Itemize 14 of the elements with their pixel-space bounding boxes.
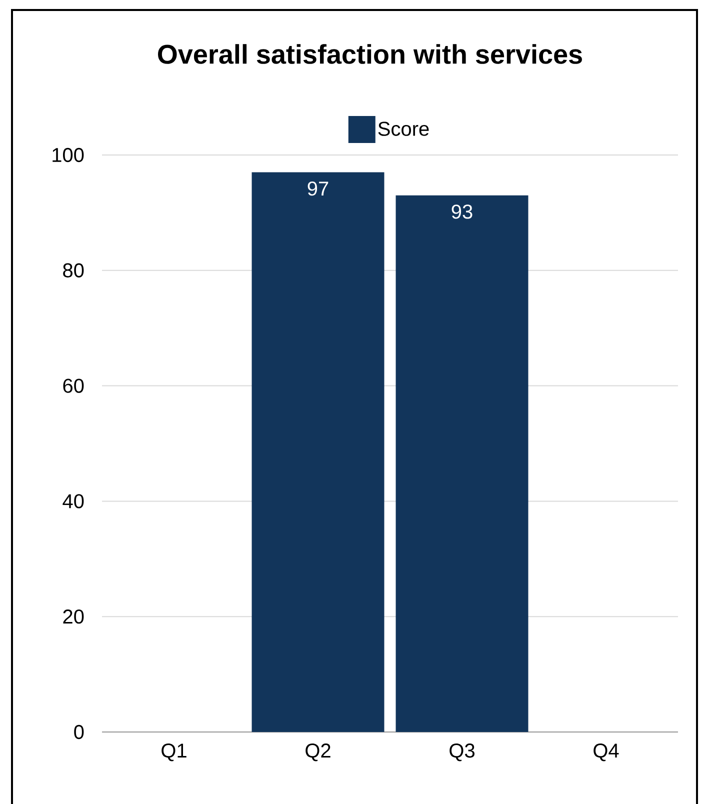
x-tick-label: Q3: [450, 744, 474, 762]
data-label: 97: [308, 182, 328, 196]
y-tick-label: 100: [52, 148, 84, 162]
y-tick-label: 20: [63, 610, 84, 624]
legend-label: Score: [378, 122, 429, 136]
x-tick-label: Q2: [306, 744, 330, 762]
y-tick-label: 40: [62, 494, 84, 508]
x-tick-label: Q4: [594, 744, 619, 762]
x-tick-label: Q1: [162, 744, 186, 762]
y-tick-label: 80: [63, 263, 84, 278]
y-tick-label: 60: [63, 378, 84, 393]
data-label: 93: [452, 204, 472, 219]
y-tick-label: 0: [74, 724, 84, 740]
chart-title: Overall satisfaction with services: [158, 44, 582, 64]
